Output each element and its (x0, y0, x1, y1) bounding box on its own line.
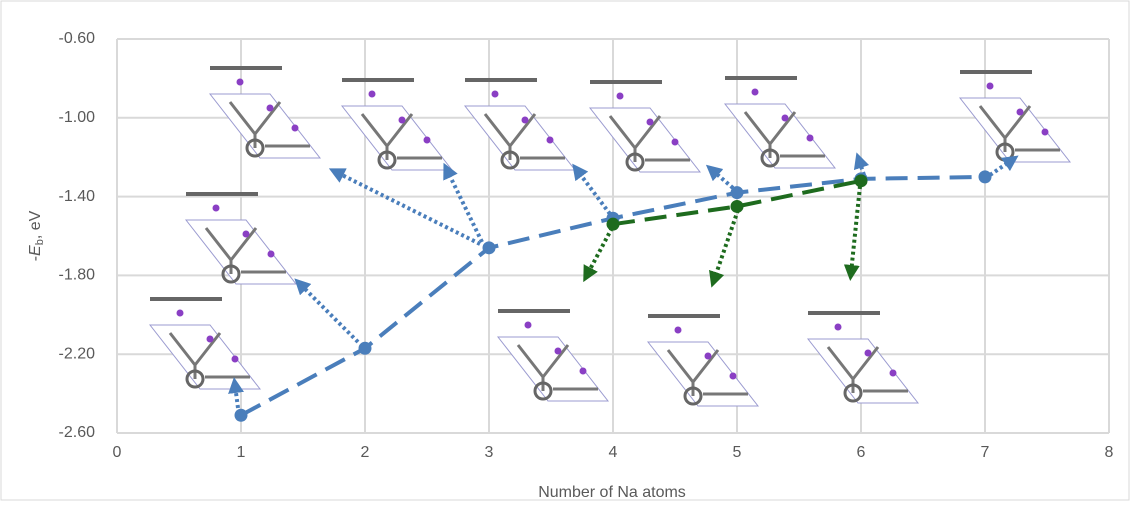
x-tick-label: 0 (113, 444, 122, 461)
x-tick-label: 6 (857, 444, 866, 461)
chart: Number of Na atoms -Eb, eV -2.60 -2.20 -1.… (0, 0, 1131, 502)
x-tick-label: 2 (361, 444, 370, 461)
point (235, 409, 248, 422)
y-tick-label: -1.40 (59, 188, 96, 205)
point (855, 174, 868, 187)
x-axis-label: Number of Na atoms (538, 484, 686, 501)
y-tick-label: -2.60 (59, 424, 96, 441)
x-tick-label: 8 (1105, 444, 1114, 461)
x-tick-label: 5 (733, 444, 742, 461)
x-tick-label: 7 (981, 444, 990, 461)
x-tick-label: 3 (485, 444, 494, 461)
y-tick-label: -2.20 (59, 345, 96, 362)
x-tick-label: 4 (609, 444, 618, 461)
frame (1, 1, 1129, 500)
point (359, 342, 372, 355)
y-tick-label: -1.00 (59, 109, 96, 126)
point (731, 186, 744, 199)
point (607, 218, 620, 231)
point (483, 241, 496, 254)
x-tick-label: 1 (237, 444, 246, 461)
point (731, 200, 744, 213)
y-axis-label: -Eb, eV (27, 210, 46, 261)
point (979, 170, 992, 183)
y-tick-label: -0.60 (59, 30, 96, 47)
y-tick-label: -1.80 (59, 267, 96, 284)
